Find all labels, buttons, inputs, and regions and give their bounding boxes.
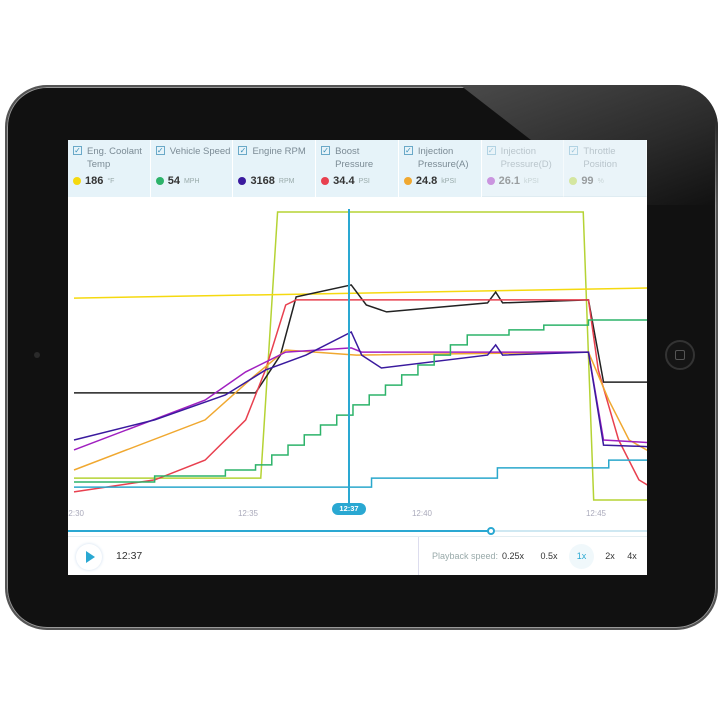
sensor-column[interactable]: ✓ Throttle Position 99% [564, 140, 647, 197]
play-button[interactable] [76, 544, 102, 570]
series-line [74, 319, 647, 483]
sensor-unit: kPSI [441, 177, 457, 185]
sensor-label: Eng. Coolant Temp [87, 146, 142, 170]
checkbox[interactable]: ✓ [321, 146, 331, 155]
x-axis: 12:30 12:35 12:40 12:45 [68, 503, 647, 525]
home-button[interactable] [665, 340, 695, 370]
speed-option[interactable]: 1x [569, 544, 594, 569]
sensor-value: 24.8 [415, 175, 438, 187]
series-line [73, 299, 647, 493]
series-line [73, 347, 647, 451]
app-screen: ✓ Eng. Coolant Temp 186 °F ✓ Vehicle Speed… [68, 140, 647, 575]
sensor-value-row: 34.4 PSI [321, 175, 370, 187]
playback-speed-label: Playback speed: [432, 551, 499, 561]
series-color-dot [73, 177, 81, 185]
camera-icon [34, 352, 40, 358]
x-tick-label: 12:40 [411, 509, 433, 518]
series-color-dot [486, 177, 495, 185]
sensor-unit: kPSI [524, 177, 539, 185]
sensor-value: 26.1 [498, 175, 521, 187]
sensor-value: 54 [167, 175, 180, 187]
series-color-dot [321, 177, 330, 185]
checkbox[interactable]: ✓ [73, 146, 82, 155]
sensor-label: Injection Pressure(D) [500, 146, 552, 170]
playback-controls: 12:37 Playback speed: 0.25x 0.5x 1x 2x 4x [68, 536, 647, 575]
divider [418, 537, 419, 575]
series-color-dot [569, 177, 578, 185]
series-color-dot [238, 177, 247, 185]
sensor-value: 34.4 [333, 175, 355, 187]
sensor-value-row: 54 MPH [155, 175, 200, 187]
time-cursor[interactable] [348, 209, 350, 506]
series-line [74, 284, 647, 394]
sensor-label: Vehicle Speed [169, 146, 231, 157]
speed-option[interactable]: 0.25x [502, 551, 525, 561]
sensor-value: 3168 [250, 175, 275, 187]
speed-option[interactable]: 0.5x [540, 551, 558, 561]
series-line [73, 330, 647, 448]
sensor-unit: % [597, 177, 604, 185]
sensor-value-row: 3168 RPM [238, 175, 294, 187]
sensor-unit: °F [107, 177, 115, 185]
series-line [74, 459, 647, 488]
chart-plot [73, 211, 647, 501]
sensor-value-row: 186 °F [73, 175, 114, 187]
slider-fill [68, 530, 491, 532]
sensor-value: 99 [581, 175, 594, 187]
speed-option[interactable]: 4x [627, 551, 637, 561]
sensor-header: ✓ Eng. Coolant Temp 186 °F ✓ Vehicle Speed… [68, 140, 647, 197]
sensor-column[interactable]: ✓ Vehicle Speed 54 MPH [150, 140, 234, 197]
x-tick-label: 12:45 [585, 509, 607, 518]
checkbox[interactable]: ✓ [569, 146, 579, 155]
cursor-time-label: 12:37 [332, 503, 366, 515]
sensor-value-row: 24.8 kPSI [403, 175, 457, 187]
x-tick-label: 12:30 [68, 509, 85, 518]
current-time: 12:37 [116, 550, 143, 562]
sensor-value-row: 26.1 kPSI [486, 175, 539, 187]
sensor-value-row: 99% [569, 175, 604, 187]
sensor-column[interactable]: ✓ Eng. Coolant Temp 186 °F [68, 140, 151, 197]
series-line [74, 211, 647, 501]
sensor-column[interactable]: ✓ Injection Pressure(A) 24.8 kPSI [398, 140, 482, 197]
checkbox[interactable]: ✓ [238, 146, 248, 155]
sensor-label: Boost Pressure [335, 146, 374, 170]
sensor-label: Injection Pressure(A) [417, 146, 469, 170]
checkbox[interactable]: ✓ [155, 146, 165, 155]
playback-slider[interactable] [68, 527, 647, 536]
series-line [73, 349, 647, 471]
sensor-label: Throttle Position [583, 146, 618, 170]
speed-option[interactable]: 2x [605, 551, 615, 561]
sensor-unit: PSI [358, 177, 370, 185]
sensor-column[interactable]: ✓ Engine RPM 3168 RPM [233, 140, 317, 197]
sensor-value: 186 [85, 175, 104, 187]
x-tick-label: 12:35 [237, 509, 259, 518]
checkbox[interactable]: ✓ [403, 146, 413, 155]
sensor-unit: MPH [183, 177, 200, 185]
checkbox[interactable]: ✓ [486, 146, 496, 155]
home-icon [675, 350, 685, 360]
play-icon [86, 551, 95, 563]
series-color-dot [403, 177, 412, 185]
sensor-unit: RPM [278, 177, 295, 185]
slider-knob[interactable] [486, 527, 495, 535]
sensor-column[interactable]: ✓ Injection Pressure(D) 26.1 kPSI [481, 140, 565, 197]
series-line [73, 287, 647, 299]
sensor-column[interactable]: ✓ Boost Pressure 34.4 PSI [316, 140, 399, 197]
series-color-dot [155, 177, 164, 185]
sensor-label: Engine RPM [252, 146, 306, 157]
